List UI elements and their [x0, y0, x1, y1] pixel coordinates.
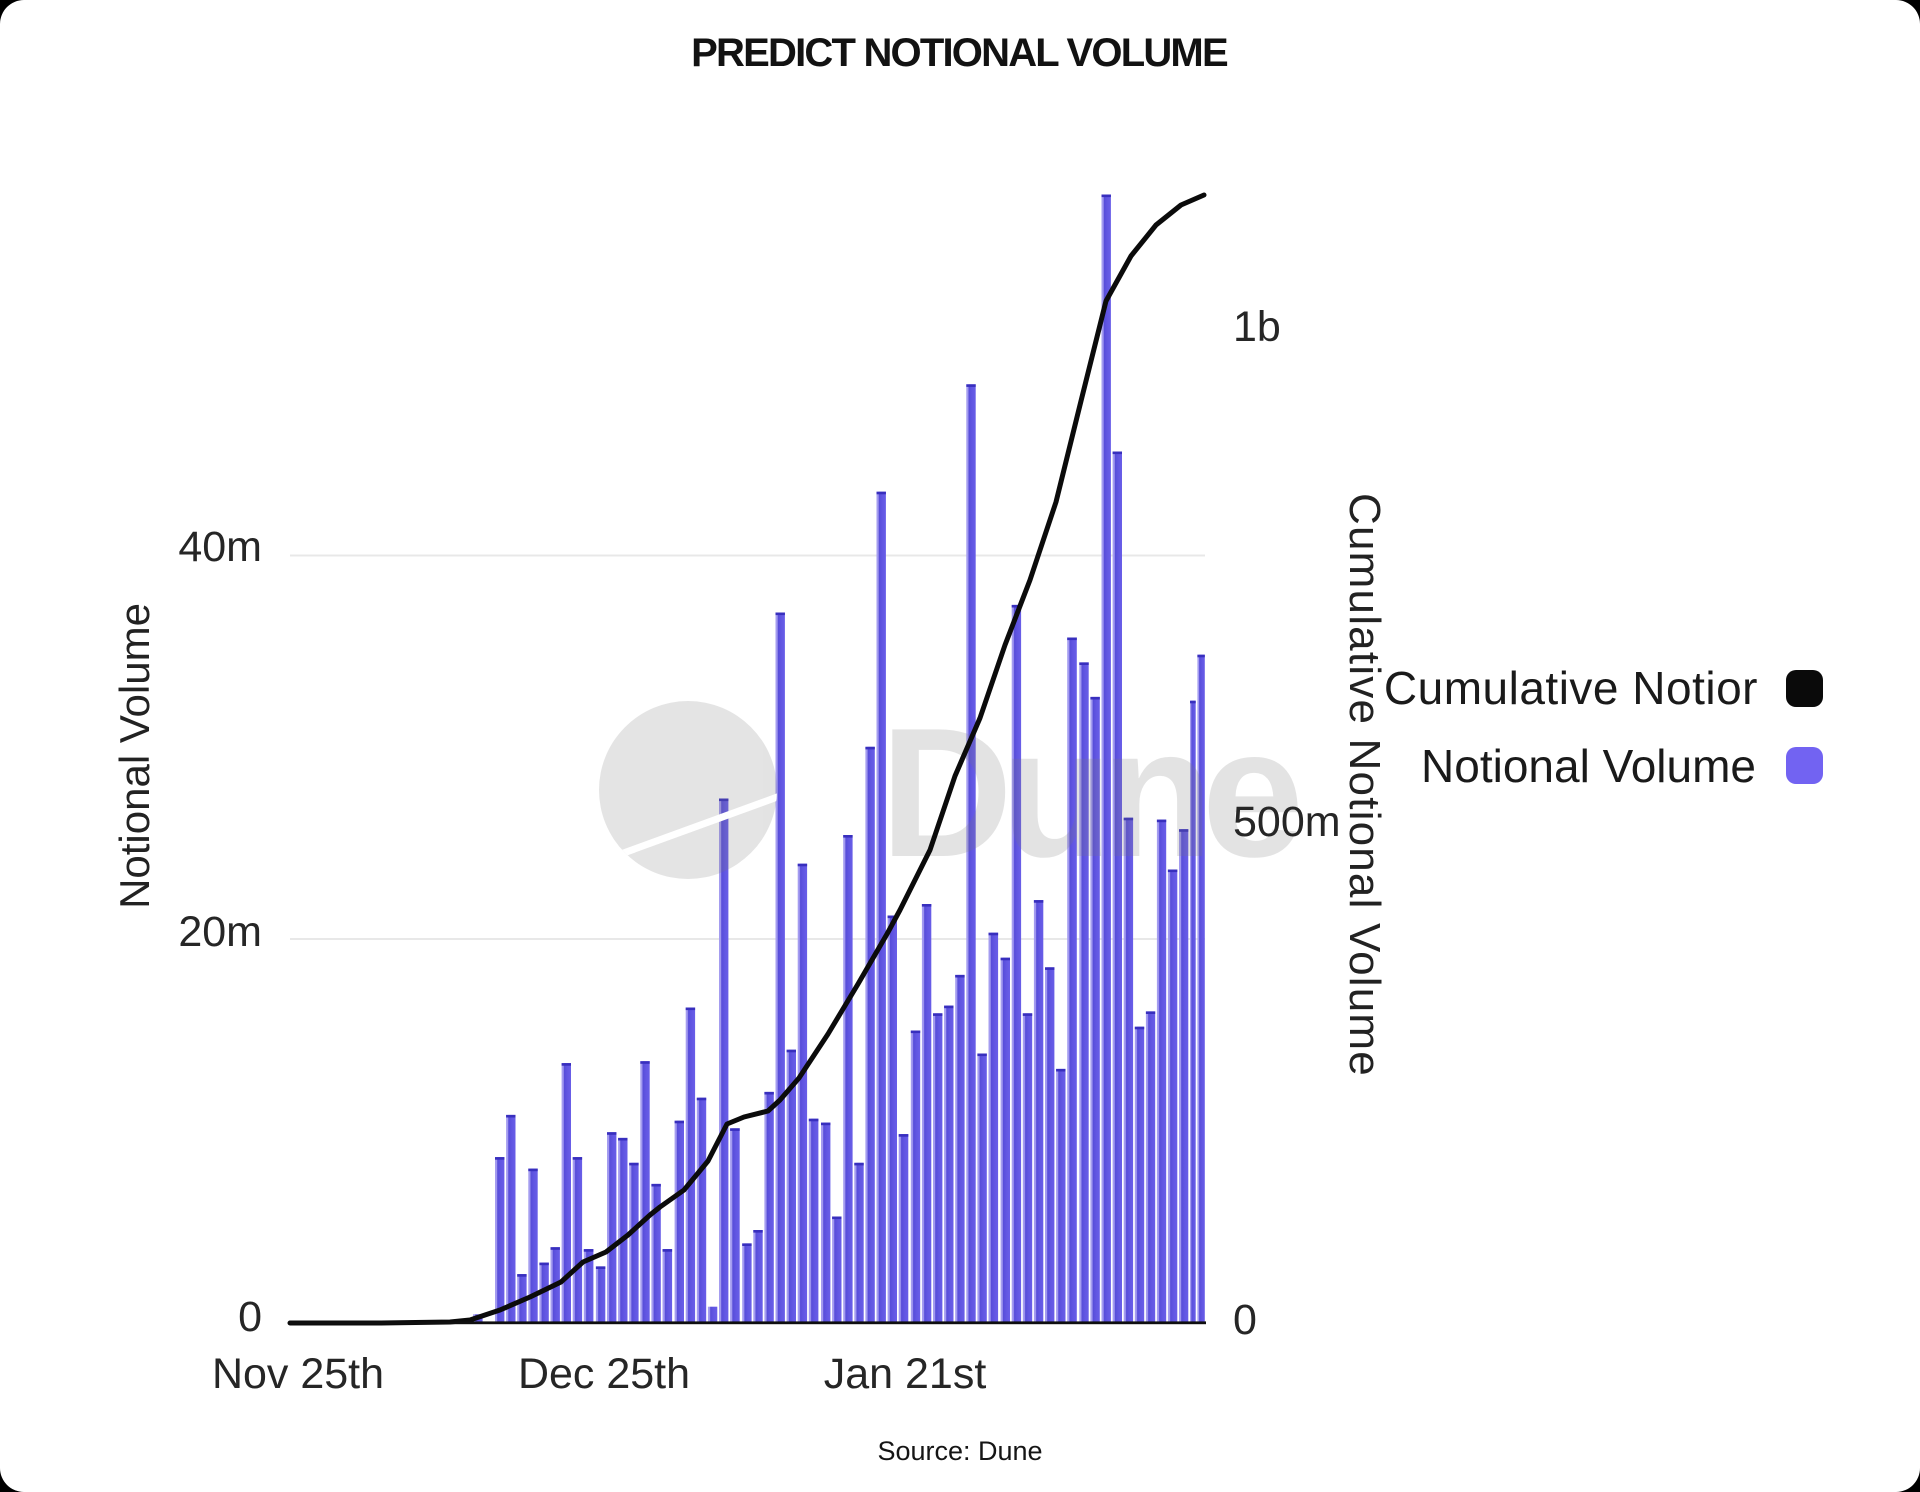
- svg-text:PREDICT NOTIONAL VOLUME: PREDICT NOTIONAL VOLUME: [691, 31, 1228, 75]
- svg-text:Cumulative Notional Volume: Cumulative Notional Volume: [1340, 493, 1389, 1077]
- svg-text:Source: Dune: Source: Dune: [877, 1436, 1042, 1466]
- svg-text:40m: 40m: [178, 523, 262, 571]
- svg-text:0: 0: [1233, 1296, 1257, 1344]
- svg-text:0: 0: [238, 1293, 262, 1341]
- svg-text:500m: 500m: [1233, 798, 1341, 846]
- svg-text:Notional Volume: Notional Volume: [111, 603, 158, 909]
- svg-text:Dec 25th: Dec 25th: [518, 1350, 690, 1398]
- svg-text:Jan 21st: Jan 21st: [824, 1350, 987, 1398]
- svg-text:Notional Volume: Notional Volume: [1421, 740, 1756, 792]
- svg-text:1b: 1b: [1233, 303, 1281, 351]
- svg-text:20m: 20m: [178, 908, 262, 956]
- svg-text:Dune: Dune: [880, 689, 1304, 895]
- svg-text:Cumulative Notior: Cumulative Notior: [1384, 662, 1758, 714]
- svg-text:Nov 25th: Nov 25th: [212, 1350, 384, 1398]
